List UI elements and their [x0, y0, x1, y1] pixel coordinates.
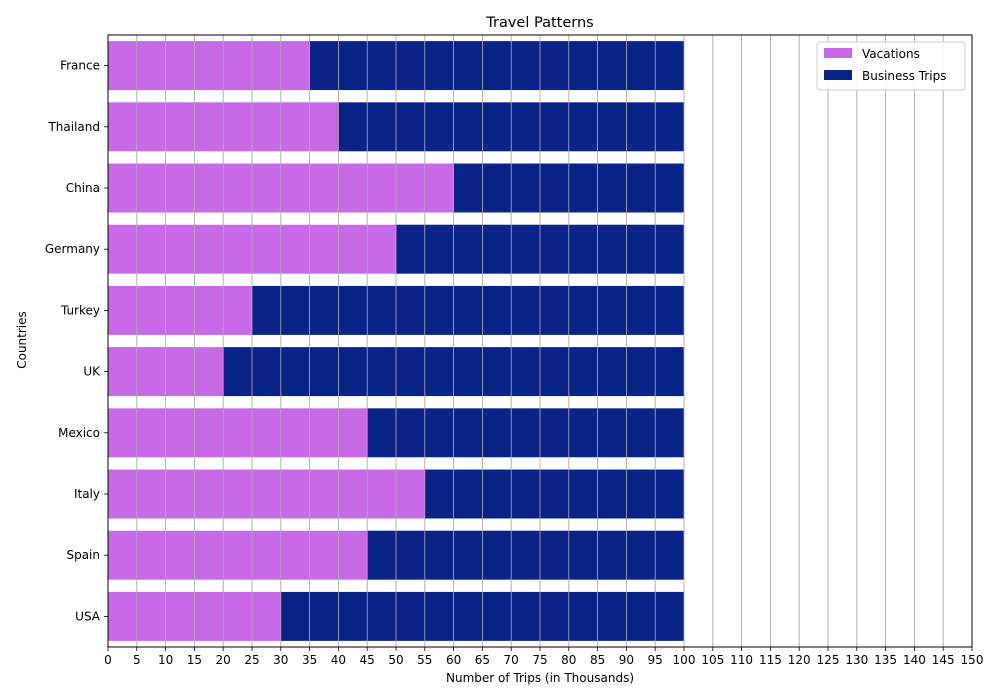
x-tick-label: 90	[619, 653, 634, 667]
x-tick-label: 135	[874, 653, 897, 667]
x-tick-label: 0	[104, 653, 112, 667]
x-tick-label: 130	[845, 653, 868, 667]
x-tick-label: 140	[903, 653, 926, 667]
legend: Vacations Business Trips	[816, 41, 966, 91]
bar-vacations	[108, 530, 368, 580]
x-tick-label: 145	[932, 653, 955, 667]
x-tick-label: 85	[590, 653, 605, 667]
y-axis-label: Countries	[15, 311, 29, 369]
x-tick-label: 25	[244, 653, 259, 667]
legend-swatch	[824, 48, 852, 58]
legend-label: Business Trips	[862, 69, 946, 83]
y-tick-label: USA	[75, 609, 101, 623]
x-tick-label: 125	[817, 653, 840, 667]
bar-business-trips	[252, 285, 684, 335]
y-tick-label: Mexico	[58, 426, 100, 440]
x-tick-label: 95	[648, 653, 663, 667]
bar-vacations	[108, 469, 425, 519]
x-tick-label: 40	[331, 653, 346, 667]
x-tick-label: 35	[302, 653, 317, 667]
x-tick-label: 30	[273, 653, 288, 667]
bar-business-trips	[367, 408, 684, 458]
y-tick-label: Turkey	[60, 303, 100, 317]
x-tick-label: 55	[417, 653, 432, 667]
bar-business-trips	[367, 530, 684, 580]
bar-business-trips	[309, 41, 684, 91]
x-tick-label: 115	[759, 653, 782, 667]
x-tick-label: 100	[673, 653, 696, 667]
y-tick-label: Germany	[45, 242, 100, 256]
legend-box	[816, 41, 966, 91]
x-tick-label: 70	[504, 653, 519, 667]
y-tick-label: China	[66, 181, 100, 195]
x-tick-label: 150	[961, 653, 984, 667]
x-tick-label: 120	[788, 653, 811, 667]
x-tick-label: 45	[360, 653, 375, 667]
y-axis-ticks: USA Spain Italy Mexico UK Turkey Germany China T…	[45, 59, 108, 623]
x-tick-label: 80	[561, 653, 576, 667]
bar-business-trips	[424, 469, 684, 519]
legend-label: Vacations	[862, 47, 920, 61]
y-tick-label: Italy	[74, 487, 100, 501]
x-tick-label: 20	[216, 653, 231, 667]
bar-vacations	[108, 41, 310, 91]
x-tick-label: 15	[187, 653, 202, 667]
x-tick-label: 110	[730, 653, 753, 667]
y-tick-label: France	[60, 59, 100, 73]
bar-vacations	[108, 408, 368, 458]
legend-swatch	[824, 70, 852, 80]
x-tick-label: 50	[388, 653, 403, 667]
chart-title: Travel Patterns	[485, 15, 593, 31]
x-tick-label: 105	[701, 653, 724, 667]
y-tick-label: Spain	[66, 548, 100, 562]
x-tick-label: 10	[158, 653, 173, 667]
y-tick-label: Thailand	[47, 120, 100, 134]
y-tick-label: UK	[83, 365, 101, 379]
x-tick-label: 75	[532, 653, 547, 667]
x-axis-label: Number of Trips (in Thousands)	[446, 671, 634, 685]
x-tick-label: 5	[133, 653, 141, 667]
x-axis-ticks: 0 5 10 15 20 25 30 35 40 45 50 55 60 65 70 75 80 85 90 95 10…	[104, 647, 983, 667]
x-tick-label: 65	[475, 653, 490, 667]
bar-vacations	[108, 285, 252, 335]
x-tick-label: 60	[446, 653, 461, 667]
